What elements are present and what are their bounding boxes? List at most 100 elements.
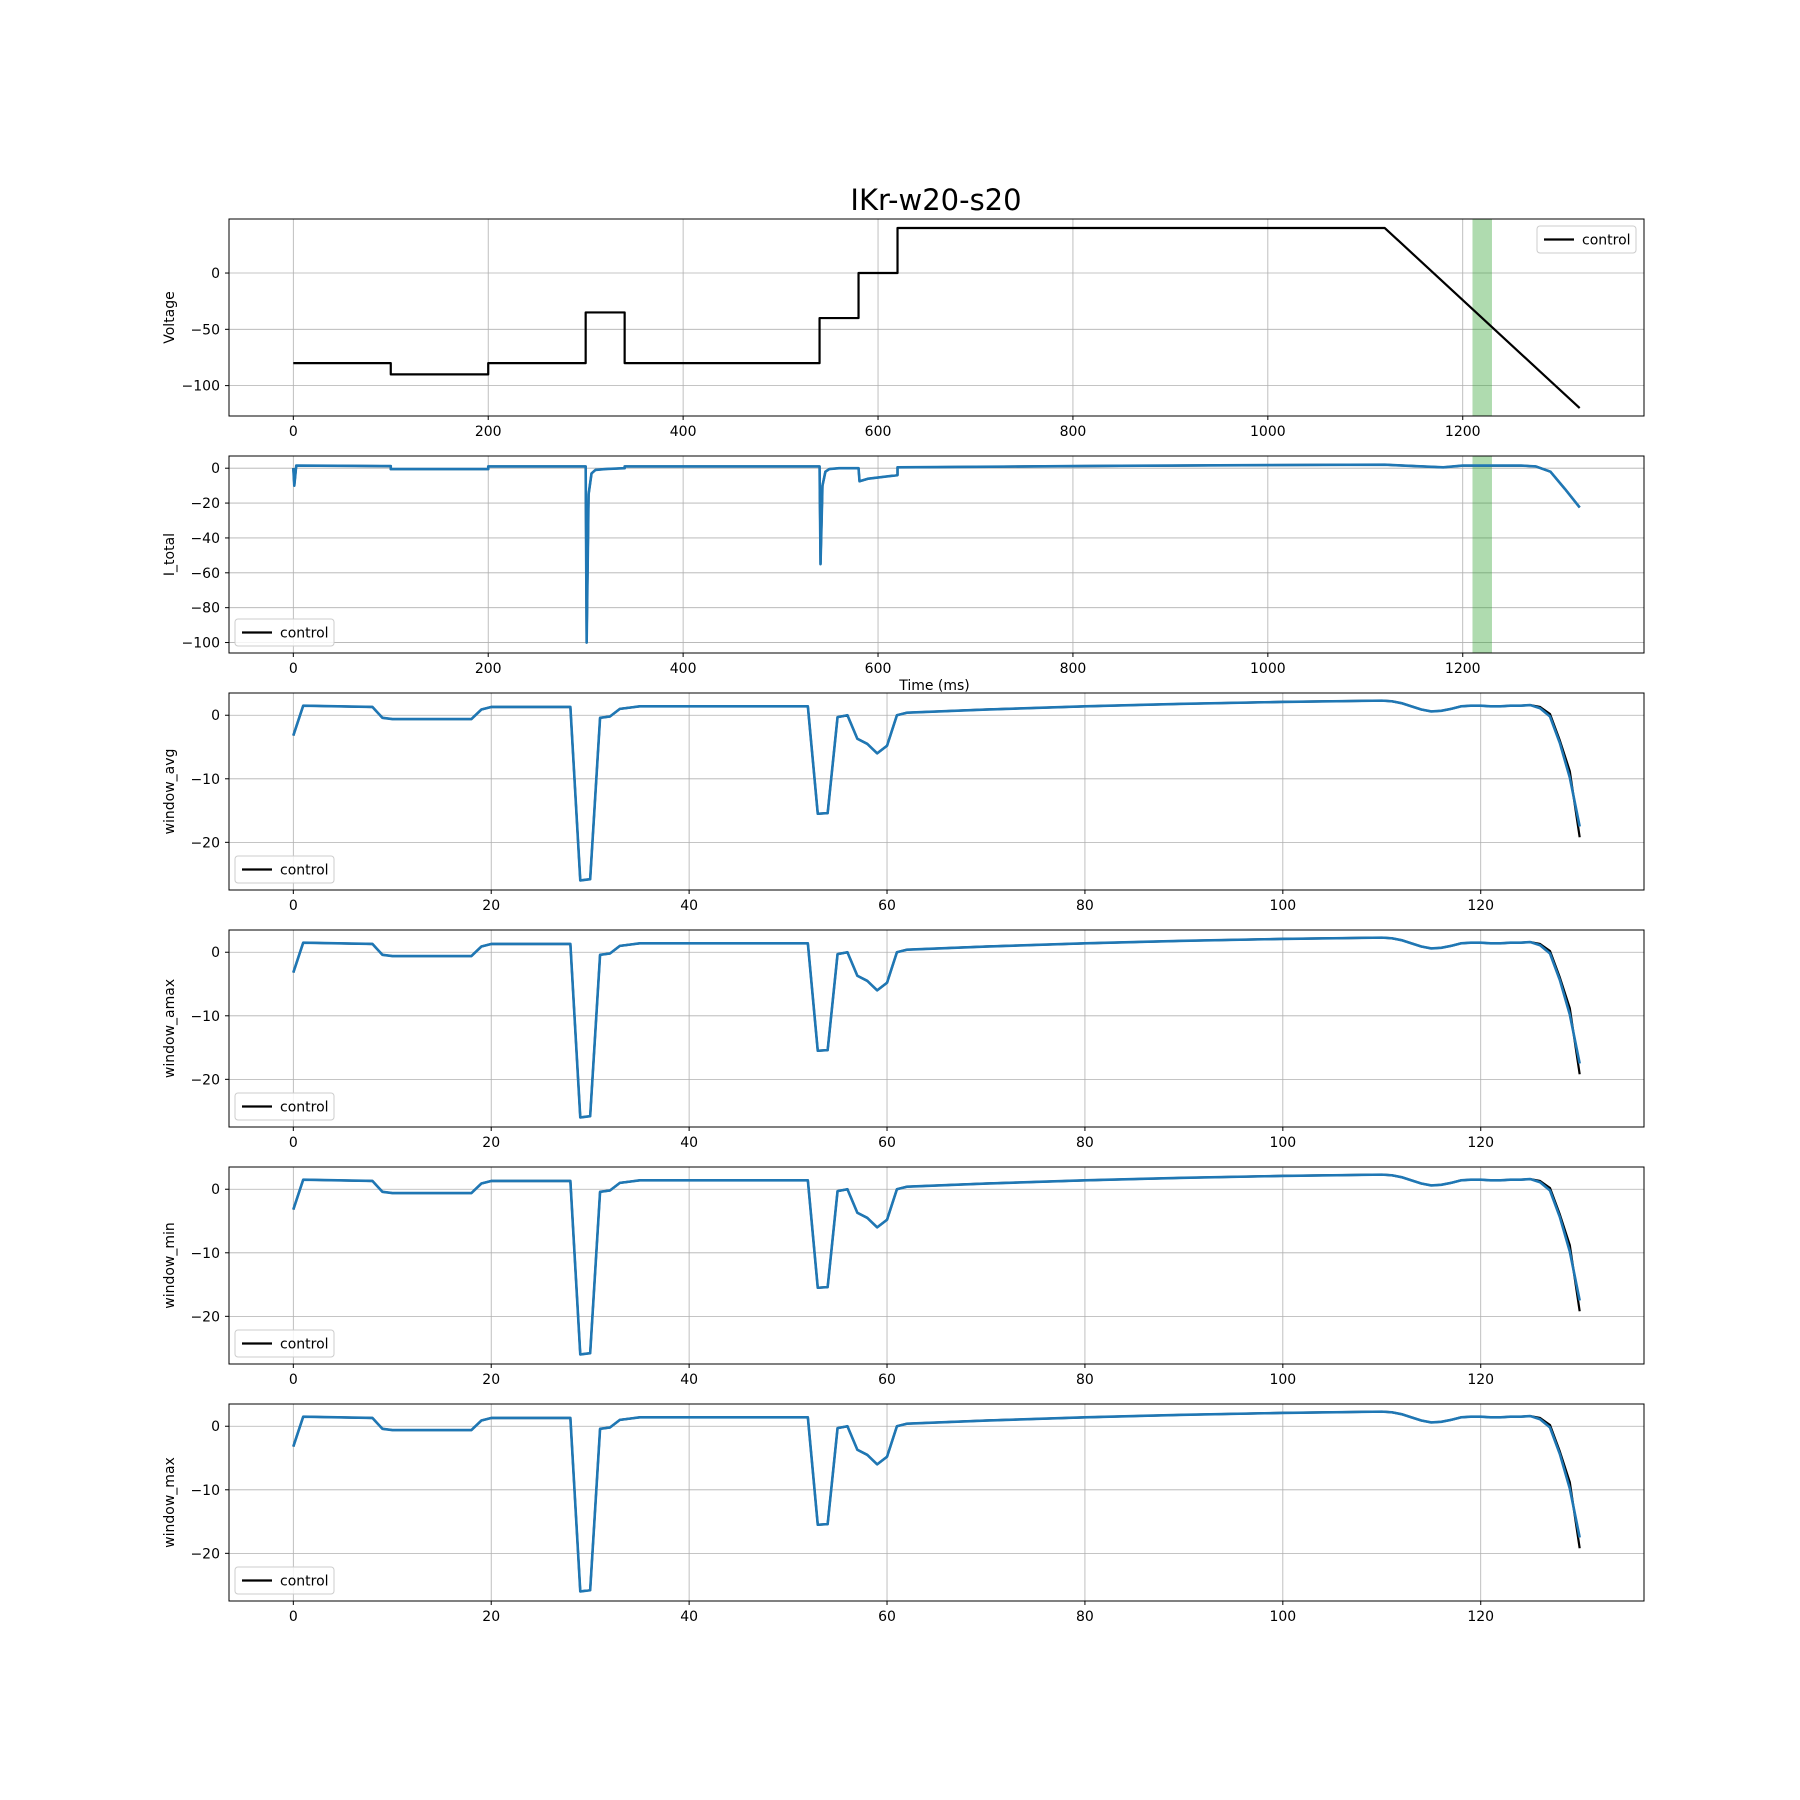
x-tick-label: 0 — [289, 1372, 298, 1388]
series-line-control — [292, 1173, 1581, 1356]
legend-box — [234, 618, 335, 647]
legend-label: control — [280, 1100, 329, 1116]
series-line-control — [292, 699, 1581, 882]
y-axis-label: window_amax — [162, 979, 178, 1078]
y-tick-label: 0 — [211, 461, 220, 477]
axes-frame — [228, 929, 1645, 1128]
legend: control — [234, 618, 335, 647]
axes-frame — [228, 1403, 1645, 1602]
y-tick-label: −40 — [190, 531, 220, 547]
x-tick-label: 40 — [680, 1372, 698, 1388]
x-tick-label: 1200 — [1445, 424, 1481, 440]
figure-title: IKr-w20-s20 — [850, 183, 1021, 217]
series-line-model — [292, 463, 1581, 644]
y-tick-label: −60 — [190, 566, 220, 582]
x-tick-label: 20 — [482, 898, 500, 914]
subplot-i-total: 0 200 400 600 800 1000 1200 −100 −80 −60 −40 −20 0 I_… — [162, 455, 1645, 694]
legend: control — [234, 1329, 335, 1358]
series-line-model — [292, 699, 1581, 882]
y-tick-label: −10 — [190, 772, 220, 788]
x-tick-label: 100 — [1269, 898, 1296, 914]
series-line-control — [292, 936, 1581, 1119]
legend-label: control — [280, 626, 329, 642]
y-axis-label: Voltage — [162, 291, 178, 344]
series-line-model — [292, 1173, 1581, 1356]
x-tick-label: 60 — [878, 1609, 896, 1625]
y-tick-label: −100 — [182, 636, 220, 652]
y-tick-label: 0 — [211, 266, 220, 282]
y-tick-label: −20 — [190, 1309, 220, 1325]
x-tick-label: 120 — [1467, 898, 1494, 914]
x-tick-label: 0 — [289, 1135, 298, 1151]
x-axis-label: Time (ms) — [898, 678, 970, 694]
y-tick-label: −100 — [182, 379, 220, 395]
x-tick-label: 0 — [289, 1609, 298, 1625]
legend-box — [234, 855, 335, 884]
x-tick-label: 100 — [1269, 1135, 1296, 1151]
subplot-stack: 0 200 400 600 800 1000 1200−100−500Voltagecont… — [162, 218, 1645, 1625]
legend-box — [234, 1566, 335, 1595]
x-tick-label: 600 — [865, 661, 892, 677]
axes-frame — [228, 455, 1645, 654]
x-tick-label: 40 — [680, 1609, 698, 1625]
x-tick-label: 60 — [878, 1135, 896, 1151]
x-tick-label: 20 — [482, 1372, 500, 1388]
y-axis-label: window_min — [162, 1222, 178, 1309]
y-tick-label: 0 — [211, 945, 220, 961]
x-tick-label: 100 — [1269, 1609, 1296, 1625]
legend: control — [234, 855, 335, 884]
y-tick-label: 0 — [211, 708, 220, 724]
x-tick-label: 0 — [289, 898, 298, 914]
x-tick-label: 80 — [1076, 1135, 1094, 1151]
y-tick-label: −20 — [190, 1072, 220, 1088]
x-tick-label: 60 — [878, 898, 896, 914]
legend-label: control — [280, 863, 329, 879]
legend-box — [1536, 225, 1637, 254]
x-tick-label: 80 — [1076, 1609, 1094, 1625]
x-tick-label: 40 — [680, 898, 698, 914]
x-tick-label: 600 — [865, 424, 892, 440]
x-tick-label: 80 — [1076, 1372, 1094, 1388]
x-tick-label: 0 — [289, 424, 298, 440]
y-tick-label: −10 — [190, 1246, 220, 1262]
y-axis-label: I_total — [162, 533, 178, 576]
x-tick-label: 1000 — [1250, 424, 1286, 440]
x-tick-label: 40 — [680, 1135, 698, 1151]
x-tick-label: 120 — [1467, 1135, 1494, 1151]
y-tick-label: −10 — [190, 1009, 220, 1025]
y-tick-label: −20 — [190, 496, 220, 512]
x-tick-label: 80 — [1076, 898, 1094, 914]
y-tick-label: −50 — [190, 322, 220, 338]
legend: control — [1536, 225, 1637, 254]
y-tick-label: −20 — [190, 835, 220, 851]
y-tick-label: −20 — [190, 1546, 220, 1562]
highlight-band — [1472, 456, 1492, 653]
x-tick-label: 120 — [1467, 1609, 1494, 1625]
x-tick-label: 400 — [670, 424, 697, 440]
series-line-control — [292, 1410, 1581, 1593]
y-tick-label: 0 — [211, 1182, 220, 1198]
legend-box — [234, 1329, 335, 1358]
x-tick-label: 200 — [475, 424, 502, 440]
x-tick-label: 60 — [878, 1372, 896, 1388]
y-tick-label: −10 — [190, 1483, 220, 1499]
axes-frame — [228, 692, 1645, 891]
axes-frame — [228, 218, 1645, 417]
x-tick-label: 20 — [482, 1135, 500, 1151]
x-tick-label: 1200 — [1445, 661, 1481, 677]
x-tick-label: 120 — [1467, 1372, 1494, 1388]
y-tick-label: 0 — [211, 1419, 220, 1435]
series-line-control — [292, 463, 1581, 644]
legend-box — [234, 1092, 335, 1121]
y-axis-label: window_max — [162, 1457, 178, 1548]
y-tick-label: −80 — [190, 601, 220, 617]
x-tick-label: 200 — [475, 661, 502, 677]
series-line-control — [293, 226, 1581, 409]
x-tick-label: 100 — [1269, 1372, 1296, 1388]
series-line-model — [292, 1410, 1581, 1593]
x-tick-label: 800 — [1060, 661, 1087, 677]
